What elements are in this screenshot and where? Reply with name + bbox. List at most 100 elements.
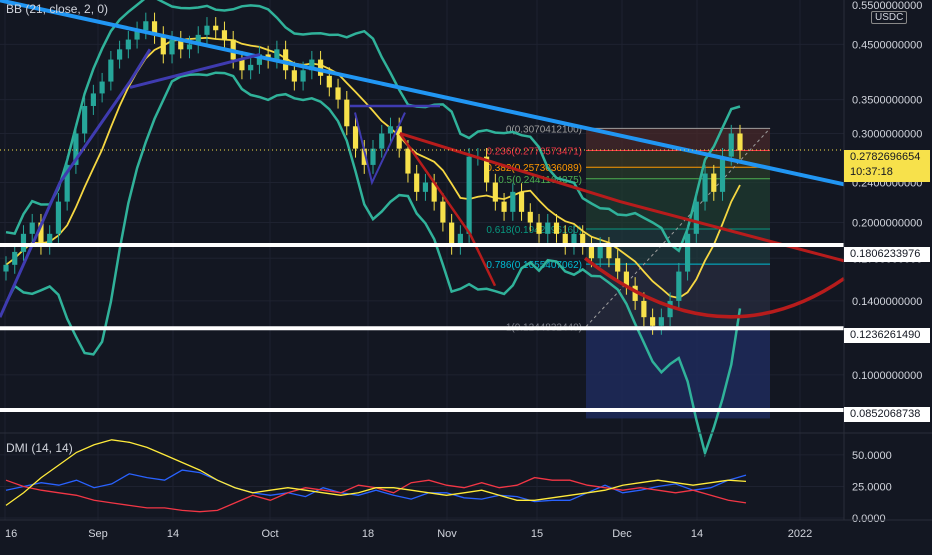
candle-body — [117, 49, 123, 60]
red-resistance-line — [399, 132, 845, 263]
candle-body — [684, 233, 691, 272]
candle-body — [440, 201, 446, 223]
dmi-panel: 50.0000 25.0000 0.0000 — [0, 439, 892, 525]
candle-body — [20, 233, 27, 252]
candle-body — [492, 182, 498, 202]
price-axis-tick: 0.3000000000 — [852, 128, 922, 140]
descending-trendline — [0, 0, 845, 187]
red-drop-line — [398, 132, 497, 287]
time-axis-tick: 16 — [5, 528, 17, 540]
candle-body — [344, 99, 350, 127]
candle-body — [361, 148, 367, 165]
candle-body — [676, 271, 682, 301]
candle-body — [73, 133, 79, 165]
fib-zone — [586, 167, 770, 179]
price-axis-tick: 0.4500000000 — [852, 39, 922, 51]
dmi-series-line — [5, 439, 747, 506]
bar-countdown: 10:37:18 — [850, 166, 893, 178]
fib-level-label: 0.382(0.2573036089) — [486, 163, 582, 174]
price-axis-tick: 0.5500000000 — [852, 0, 922, 12]
fib-level-label: 0(0.3070412100) — [506, 124, 582, 135]
candle-body — [239, 59, 245, 71]
candle-body — [29, 222, 35, 234]
candle-body — [650, 317, 656, 326]
candle-body — [623, 271, 629, 286]
last-price-tag: 0.2782696654 10:37:18 — [844, 150, 930, 182]
fib-zone — [586, 128, 770, 151]
wedge-line — [129, 52, 261, 89]
candle-body — [370, 148, 376, 165]
candle-body — [387, 126, 394, 134]
candle-body — [186, 44, 193, 50]
fib-zone-extension — [586, 326, 770, 419]
time-axis-tick: 14 — [691, 528, 703, 540]
candle-body — [3, 264, 9, 272]
dmi-indicator-label[interactable]: DMI (14, 14) — [6, 441, 73, 455]
time-axis-tick: Oct — [261, 528, 278, 540]
candle-body — [396, 126, 402, 149]
candle-body — [632, 285, 638, 301]
candle-body — [571, 233, 577, 246]
bb-indicator-label[interactable]: BB (21, close, 2, 0) — [6, 2, 109, 16]
candle-body — [12, 251, 18, 265]
fib-level-label: 0.236(0.2776573471) — [486, 146, 582, 157]
bb-upper-band — [5, 0, 741, 253]
candle-body — [317, 59, 324, 76]
time-axis-tick: 15 — [531, 528, 543, 540]
fib-zone — [586, 178, 770, 229]
candle-body — [457, 233, 463, 246]
price-axis-tick: 0.3500000000 — [852, 95, 922, 107]
candle-body — [431, 182, 437, 202]
bollinger-bands — [4, 0, 742, 458]
flag-drop-line — [354, 112, 406, 186]
candle-body — [422, 182, 429, 192]
time-axis-tick: 14 — [167, 528, 179, 540]
candle-body — [108, 59, 114, 82]
candle-body — [82, 105, 88, 134]
horizontal-levels[interactable] — [0, 149, 844, 412]
time-axis-tick: Nov — [437, 528, 457, 540]
candle-body — [553, 222, 560, 234]
candle-body — [274, 49, 280, 60]
candle-body — [99, 81, 105, 94]
dmi-axis-tick: 25.0000 — [852, 481, 892, 493]
trend-drawings[interactable] — [0, 0, 845, 319]
candle-body — [641, 300, 647, 318]
candle-body — [38, 222, 44, 246]
candle-body — [484, 156, 490, 183]
candle-body — [414, 173, 420, 192]
candle-body — [702, 173, 708, 202]
candle-body — [379, 133, 385, 149]
candle-body — [195, 34, 201, 45]
time-axis-tick: 18 — [362, 528, 374, 540]
candle-body — [466, 156, 472, 234]
candle-body — [55, 201, 62, 234]
last-price: 0.2782696654 — [850, 151, 921, 163]
level-tag-mid: 0.1236261490 — [844, 328, 930, 343]
candle-body — [667, 300, 673, 318]
candle-body — [169, 39, 175, 55]
cup-arc — [583, 256, 845, 319]
candle-body — [449, 222, 455, 246]
candle-body — [221, 30, 228, 40]
candle-body — [309, 59, 315, 71]
dmi-axis-tick: 0.0000 — [852, 513, 886, 525]
candle-body — [405, 148, 411, 174]
candle-body — [518, 191, 525, 212]
candle-body — [606, 245, 612, 259]
candle-body — [256, 54, 262, 65]
candle-body — [658, 317, 664, 326]
dmi-axis-tick: 50.0000 — [852, 450, 892, 462]
candle-body — [178, 39, 184, 50]
candle-body — [335, 87, 341, 100]
candle-body — [536, 222, 542, 234]
candle-body — [719, 156, 726, 192]
price-axis-tick: 0.1000000000 — [852, 370, 922, 382]
fib-level-label: 0.618(0.1942196160) — [486, 225, 582, 236]
candle-body — [527, 211, 533, 223]
time-axis-tick: 2022 — [788, 528, 812, 540]
candle-body — [47, 233, 53, 246]
candle-body — [64, 164, 70, 202]
